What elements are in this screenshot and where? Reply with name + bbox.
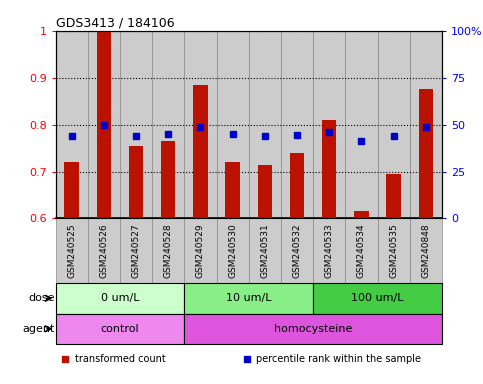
Bar	[56, 218, 88, 283]
Bar	[152, 218, 185, 283]
Text: GDS3413 / 184106: GDS3413 / 184106	[56, 17, 174, 30]
Bar	[226, 162, 240, 218]
Bar	[88, 218, 120, 283]
Bar	[152, 31, 185, 218]
Bar	[257, 164, 272, 218]
Text: GSM240525: GSM240525	[67, 223, 76, 278]
Text: GSM240527: GSM240527	[131, 223, 141, 278]
Bar	[185, 314, 442, 344]
Bar	[56, 283, 185, 314]
Text: GSM240533: GSM240533	[325, 223, 334, 278]
Bar	[313, 283, 442, 314]
Bar	[281, 31, 313, 218]
Text: 10 um/L: 10 um/L	[226, 293, 271, 303]
Bar	[249, 31, 281, 218]
Text: GSM240532: GSM240532	[293, 223, 301, 278]
Text: control: control	[100, 324, 139, 334]
Text: homocysteine: homocysteine	[274, 324, 352, 334]
Bar	[345, 31, 378, 218]
Bar	[88, 31, 120, 218]
Bar	[410, 218, 442, 283]
Bar	[185, 218, 216, 283]
Bar	[185, 31, 216, 218]
Bar	[185, 283, 313, 314]
Bar	[345, 218, 378, 283]
Bar	[120, 218, 152, 283]
Bar	[313, 218, 345, 283]
Bar	[290, 153, 304, 218]
Bar	[64, 162, 79, 218]
Bar	[281, 218, 313, 283]
Bar	[216, 218, 249, 283]
Bar	[56, 314, 185, 344]
Bar	[322, 120, 337, 218]
Bar	[129, 146, 143, 218]
Text: GSM240535: GSM240535	[389, 223, 398, 278]
Bar	[378, 218, 410, 283]
Bar	[313, 31, 345, 218]
Text: 100 um/L: 100 um/L	[351, 293, 404, 303]
Bar	[386, 174, 401, 218]
Bar	[249, 218, 281, 283]
Text: transformed count: transformed count	[75, 354, 166, 364]
Bar	[378, 31, 410, 218]
Bar	[97, 31, 111, 218]
Bar	[161, 141, 175, 218]
Bar	[120, 31, 152, 218]
Text: percentile rank within the sample: percentile rank within the sample	[256, 354, 422, 364]
Text: GSM240529: GSM240529	[196, 223, 205, 278]
Text: GSM240531: GSM240531	[260, 223, 270, 278]
Bar	[419, 89, 433, 218]
Text: dose: dose	[28, 293, 55, 303]
Bar	[56, 31, 88, 218]
Text: agent: agent	[22, 324, 55, 334]
Bar	[216, 31, 249, 218]
Bar	[410, 31, 442, 218]
Text: GSM240530: GSM240530	[228, 223, 237, 278]
Text: GSM240526: GSM240526	[99, 223, 108, 278]
Text: GSM240848: GSM240848	[421, 223, 430, 278]
Text: 0 um/L: 0 um/L	[100, 293, 139, 303]
Text: GSM240534: GSM240534	[357, 223, 366, 278]
Text: GSM240528: GSM240528	[164, 223, 173, 278]
Bar	[193, 85, 208, 218]
Bar	[354, 212, 369, 218]
